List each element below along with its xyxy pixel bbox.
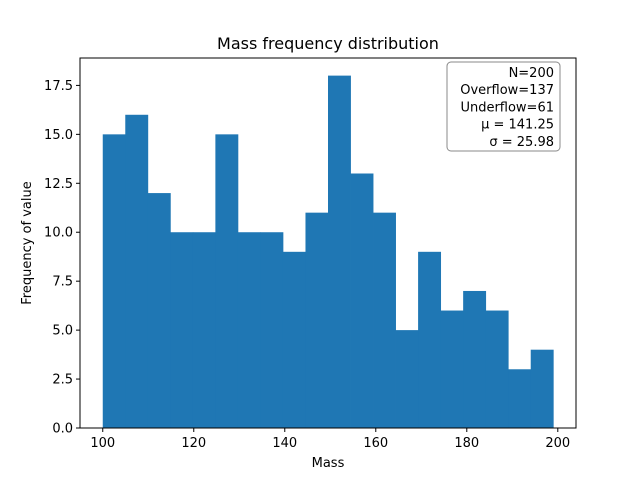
- stats-overflow: Overflow=137: [460, 83, 554, 98]
- histogram-bar: [395, 330, 419, 428]
- histogram-bar: [373, 212, 396, 428]
- y-tick-label: 15.0: [44, 128, 73, 143]
- x-axis-ticks: 100 120 140 160 180 200: [90, 428, 570, 451]
- y-tick-label: 12.5: [44, 177, 73, 192]
- histogram-bar: [170, 232, 194, 428]
- histogram-bar: [260, 232, 284, 428]
- y-tick-label: 0.0: [52, 422, 73, 437]
- y-tick-label: 17.5: [44, 79, 73, 94]
- x-axis-label: Mass: [312, 456, 345, 471]
- x-tick-label: 200: [545, 436, 570, 451]
- histogram-bar: [440, 310, 464, 428]
- stats-box-frame: [446, 61, 561, 152]
- stats-n: N=200: [509, 66, 554, 81]
- histogram-bar: [282, 251, 306, 428]
- stats-underflow: Underflow=61: [460, 100, 554, 115]
- x-tick-label: 100: [90, 436, 115, 451]
- histogram-bar: [463, 290, 487, 428]
- histogram-bar: [350, 173, 374, 428]
- histogram-bar: [192, 232, 216, 428]
- stats-sigma: σ = 25.98: [489, 135, 554, 150]
- histogram-bar: [305, 212, 329, 428]
- stats-mean: μ = 141.25: [481, 118, 554, 133]
- histogram-bar: [102, 134, 126, 428]
- chart-title: Mass frequency distribution: [217, 34, 439, 53]
- stats-box: N=200 Overflow=137 Underflow=61 μ = 141.25 σ…: [446, 61, 561, 152]
- histogram-bar: [237, 232, 261, 428]
- x-tick-label: 140: [272, 436, 297, 451]
- histogram-bar: [508, 369, 532, 428]
- histogram-bar: [147, 193, 171, 428]
- y-tick-label: 7.5: [52, 275, 73, 290]
- histogram-bar: [530, 349, 554, 428]
- histogram-bar: [328, 75, 351, 428]
- histogram-bar: [418, 251, 442, 428]
- axes-frame: [79, 57, 577, 429]
- y-axis-ticks: 0.0 2.5 5.0 7.5 10.0 12.5 15.0 17.5: [44, 79, 80, 437]
- x-tick-label: 160: [363, 436, 388, 451]
- stats-lines: N=200 Overflow=137 Underflow=61 μ = 141.25 σ…: [460, 66, 554, 150]
- y-tick-label: 10.0: [44, 226, 73, 241]
- histogram-bar: [125, 114, 149, 428]
- bars-group: [102, 75, 554, 428]
- y-axis-label: Frequency of value: [20, 181, 35, 304]
- y-tick-label: 2.5: [52, 373, 73, 388]
- histogram-bar: [215, 134, 239, 428]
- x-tick-label: 120: [181, 436, 206, 451]
- histogram-bar: [485, 310, 509, 428]
- y-tick-label: 5.0: [52, 324, 73, 339]
- x-tick-label: 180: [454, 436, 479, 451]
